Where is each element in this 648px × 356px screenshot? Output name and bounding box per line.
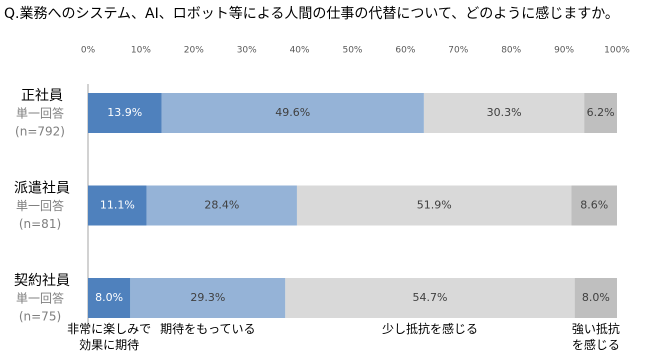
x-tick-label: 90% [554,46,574,56]
value-label: 8.0% [95,291,123,304]
bar-segment [574,278,617,318]
bar-segment [88,185,147,226]
category-label: 契約社員 [14,273,70,289]
legend-label: 強い抵抗 を感じる [571,322,620,352]
bar-segment [146,185,297,226]
value-label: 28.4% [204,199,239,212]
x-tick-label: 40% [290,46,310,56]
x-tick-label: 70% [448,46,468,56]
x-tick-label: 0% [81,46,96,56]
bar-segment [285,278,575,318]
category-label: 派遣社員 [14,181,70,197]
bar-segment [130,278,286,318]
category-detail: 単一回答 [16,291,64,306]
value-label: 54.7% [413,291,448,304]
x-tick-label: 20% [184,46,204,56]
bar-segment [88,278,131,318]
category-detail: (n=81) [19,217,61,231]
value-label: 8.6% [580,199,608,212]
category-detail: 単一回答 [16,198,64,213]
value-label: 8.0% [582,291,610,304]
value-label: 51.9% [417,199,452,212]
legend-label: 非常に楽しみで 効果に期待 [67,322,152,352]
bar-segment [88,93,162,133]
value-label: 29.3% [190,291,225,304]
legend-label: 期待をもっている [160,322,256,336]
bar-segment [423,93,585,133]
bar-segment [296,185,572,226]
x-tick-label: 30% [237,46,257,56]
x-tick-label: 100% [604,46,630,56]
x-tick-label: 60% [395,46,415,56]
value-label: 30.3% [487,106,522,119]
x-tick-label: 50% [342,46,362,56]
value-label: 49.6% [275,106,310,119]
legend-label: 少し抵抗を感じる [381,322,478,336]
category-detail: 単一回答 [16,106,64,121]
category-detail: (n=75) [19,310,61,324]
value-label: 13.9% [107,106,142,119]
bar-segment [584,93,617,133]
chart-title: Q.業務へのシステム、AI、ロボット等による人間の仕事の代替について、どのように… [4,5,619,22]
x-tick-label: 80% [501,46,521,56]
bar-segment [161,93,424,133]
value-label: 11.1% [100,199,135,212]
bar-segment [571,185,617,226]
category-detail: (n=792) [15,125,65,139]
x-tick-label: 10% [131,46,151,56]
value-label: 6.2% [587,106,615,119]
category-label: 正社員 [21,88,63,104]
